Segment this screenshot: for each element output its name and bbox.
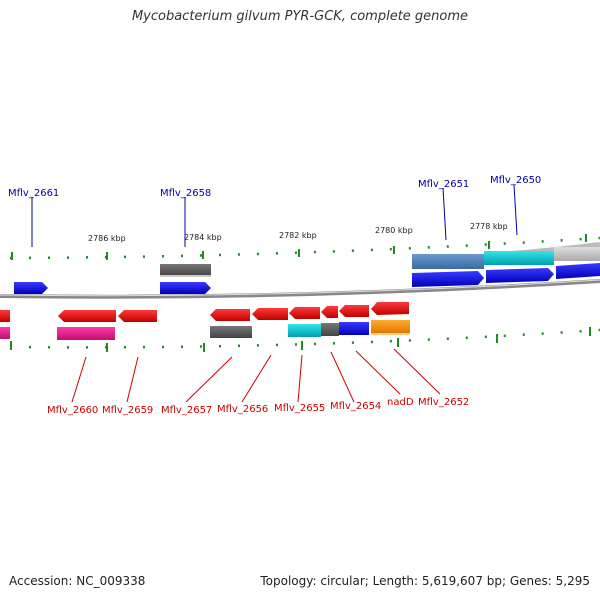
scale-label: 2784 kbp	[184, 233, 222, 242]
gene-arrow-mflv-2650[interactable]	[486, 268, 554, 283]
gene-block-pink-left[interactable]	[0, 327, 10, 339]
gene-block-lightgray[interactable]	[554, 247, 600, 261]
gene-arrow-mflv-2661[interactable]	[14, 282, 48, 294]
scale-label: 2782 kbp	[279, 231, 317, 240]
leader-lines-bottom	[71, 348, 441, 403]
gene-block-steel-2651[interactable]	[412, 254, 484, 269]
gene-label-mflv-2655[interactable]: Mflv_2655	[274, 403, 325, 414]
gene-block-cyan-2655[interactable]	[288, 324, 321, 337]
genome-backbone-highlight	[0, 279, 600, 297]
gene-arrow-mflv-2659[interactable]	[118, 310, 157, 322]
gene-label-mflv-2658[interactable]: Mflv_2658	[160, 188, 211, 199]
gene-label-mflv-2660[interactable]: Mflv_2660	[47, 405, 98, 416]
accession-label: Accession: NC_009338	[9, 574, 146, 588]
gene-block-pink-2660[interactable]	[57, 327, 115, 340]
gene-arrow-mflv-2654[interactable]	[339, 305, 369, 317]
gene-block-blue-2654[interactable]	[339, 322, 369, 335]
gene-block-gray-2658-edge	[160, 275, 211, 277]
gene-arrow-left-edge[interactable]	[0, 310, 10, 322]
gene-label-mflv-2652[interactable]: Mflv_2652	[418, 397, 469, 408]
gene-label-mflv-2661[interactable]: Mflv_2661	[8, 188, 59, 199]
gene-arrow-mflv-2660[interactable]	[58, 310, 116, 322]
gene-label-mflv-2651[interactable]: Mflv_2651	[418, 179, 469, 190]
gene-block-orange-nadd[interactable]	[371, 320, 410, 333]
gene-arrow-mflv-2655[interactable]	[289, 307, 320, 319]
scale-major-ticks-top	[11, 234, 587, 260]
gene-arrow-mflv-2651[interactable]	[412, 271, 484, 287]
gene-label-mflv-2654[interactable]: Mflv_2654	[330, 401, 381, 412]
gene-block-gray-2657[interactable]	[210, 326, 252, 338]
scale-major-ticks-bottom	[10, 327, 591, 352]
gene-label-mflv-2659[interactable]: Mflv_2659	[102, 405, 153, 416]
gene-label-mflv-2656[interactable]: Mflv_2656	[217, 404, 268, 415]
gene-label-nadd[interactable]: nadD	[387, 397, 414, 408]
gene-arrow-nadd[interactable]	[371, 302, 409, 315]
scale-label: 2786 kbp	[88, 234, 126, 243]
map-title: Mycobacterium gilvum PYR-GCK, complete g…	[131, 9, 469, 24]
leader-lines-top	[31, 184, 518, 247]
gene-block-orange-edge	[371, 333, 410, 335]
genome-backbone	[0, 279, 600, 299]
gene-label-mflv-2657[interactable]: Mflv_2657	[161, 405, 212, 416]
scale-label: 2780 kbp	[375, 226, 413, 235]
gene-block-cyan-2650[interactable]	[484, 251, 554, 265]
gene-label-mflv-2650[interactable]: Mflv_2650	[490, 175, 541, 186]
gene-arrow-right-edge[interactable]	[556, 263, 600, 279]
gene-arrow-mflv-2657[interactable]	[210, 309, 250, 321]
genome-stats-label: Topology: circular; Length: 5,619,607 bp…	[260, 574, 590, 588]
gene-arrow-mflv-2658[interactable]	[160, 282, 211, 294]
scale-label: 2778 kbp	[470, 222, 508, 231]
gene-arrow-mflv-2655b[interactable]	[321, 306, 338, 318]
gene-arrow-mflv-2656[interactable]	[252, 308, 288, 320]
gene-block-gray-2658[interactable]	[160, 264, 211, 276]
gene-block-gray-2655[interactable]	[321, 323, 339, 336]
